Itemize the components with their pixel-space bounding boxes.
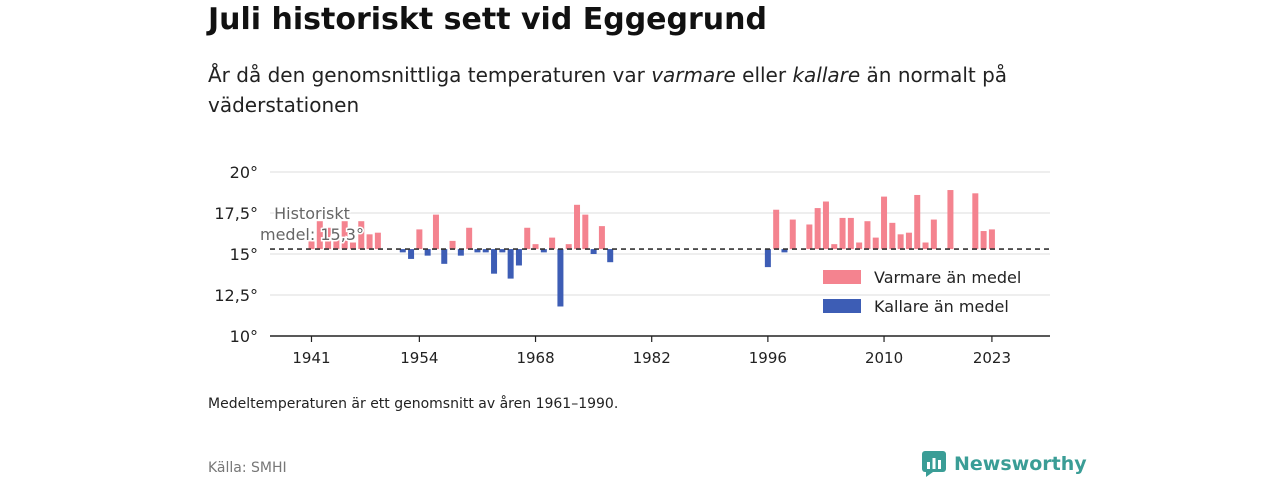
subtitle-cold-word: kallare [792, 63, 861, 87]
legend-cold-swatch [823, 299, 861, 313]
bar-warm [897, 234, 904, 250]
bar-warm [806, 224, 813, 250]
bar-warm [532, 244, 539, 250]
bar-cold [781, 249, 788, 253]
bar-warm [333, 239, 340, 250]
brand-name: Newsworthy [954, 453, 1087, 475]
chart-subtitle: År då den genomsnittliga temperaturen va… [208, 60, 1048, 120]
subtitle-warm-word: varmare [651, 63, 736, 87]
bars [308, 190, 995, 307]
bar-warm [922, 242, 929, 250]
subtitle-part-3: än normalt på väderstationen [208, 63, 1008, 117]
bar-cold [441, 249, 448, 264]
bar-cold [607, 249, 614, 263]
bar-warm [988, 229, 995, 250]
bar-warm [839, 217, 846, 250]
bar-warm [789, 219, 796, 250]
newsworthy-logo-icon [922, 451, 946, 477]
x-tick-label: 2010 [865, 349, 903, 367]
bar-cold [474, 249, 481, 253]
bar-cold [557, 249, 564, 307]
baseline-label: medel: 15,3° [260, 225, 364, 244]
x-tick-label: 1954 [400, 349, 438, 367]
baseline-label: Historiskt [274, 204, 350, 223]
legend-warm-swatch [823, 270, 861, 284]
bar-warm [316, 221, 323, 250]
legend-cold-label: Kallare än medel [874, 297, 1009, 316]
bar-warm [980, 231, 987, 250]
bar-warm [856, 242, 863, 250]
y-tick-label: 10° [230, 327, 258, 346]
bar-warm [972, 193, 979, 250]
x-tick-label: 1982 [633, 349, 671, 367]
baseline: Historiskt medel: 15,3° [259, 203, 1050, 250]
bar-warm [416, 229, 423, 250]
x-tick-label: 1968 [516, 349, 554, 367]
bar-warm [847, 217, 854, 250]
x-tick-label: 2023 [973, 349, 1011, 367]
bar-cold [507, 249, 514, 279]
bar-cold [491, 249, 498, 274]
subtitle-part-2: eller [735, 63, 793, 87]
bar-warm [773, 209, 780, 250]
bar-warm [358, 221, 365, 250]
bar-warm [598, 226, 605, 250]
bar-warm [565, 244, 572, 250]
bar-warm [449, 240, 456, 250]
bar-warm [341, 221, 348, 250]
chart-title: Juli historiskt sett vid Eggegrund [208, 2, 767, 37]
y-tick-label: 12,5° [214, 286, 258, 305]
bar-cold [590, 249, 597, 254]
bar-warm [325, 227, 332, 250]
bar-cold [482, 249, 489, 253]
bar-warm [864, 221, 871, 250]
grid-lines [270, 171, 1050, 296]
chart-note: Medeltemperaturen är ett genomsnitt av å… [208, 396, 619, 412]
bar-cold [424, 249, 431, 256]
bar-warm [308, 240, 315, 250]
bar-warm [374, 232, 381, 250]
bar-warm [524, 227, 531, 250]
bar-warm [574, 204, 581, 250]
bar-warm [914, 194, 921, 250]
y-tick-label: 20° [230, 163, 258, 182]
bar-warm [582, 214, 589, 250]
subtitle-part-1: År då den genomsnittliga temperaturen va… [208, 63, 652, 87]
bar-warm [831, 244, 838, 250]
y-axis-ticks: 10° 12,5° 15° 17,5° 20° [214, 163, 258, 346]
bar-warm [872, 237, 879, 250]
x-tick-label: 1996 [749, 349, 787, 367]
bar-warm [814, 208, 821, 250]
bar-warm [905, 232, 912, 250]
bar-cold [399, 249, 406, 253]
bar-warm [432, 214, 439, 250]
bar-cold [408, 249, 415, 259]
y-tick-label: 17,5° [214, 204, 258, 223]
bar-warm [947, 190, 954, 250]
brand[interactable]: Newsworthy [922, 451, 1087, 477]
bar-cold [515, 249, 522, 266]
legend-warm-label: Varmare än medel [874, 268, 1021, 287]
bar-warm [549, 237, 556, 250]
bar-warm [889, 222, 896, 250]
bar-warm [930, 219, 937, 250]
legend: Varmare än medel Kallare än medel [823, 268, 1021, 316]
bar-warm [349, 242, 356, 250]
x-tick-label: 1941 [292, 349, 330, 367]
bar-cold [499, 249, 506, 253]
bar-warm [466, 227, 473, 250]
bar-cold [540, 249, 547, 253]
x-axis: 1941 1954 1968 1982 1996 2010 2023 [270, 335, 1050, 367]
bar-warm [881, 196, 888, 250]
bar-cold [764, 249, 771, 268]
bar-cold [457, 249, 464, 256]
bar-warm [366, 234, 373, 250]
bar-warm [822, 201, 829, 250]
y-tick-label: 15° [230, 245, 258, 264]
chart-source: Källa: SMHI [208, 460, 287, 476]
